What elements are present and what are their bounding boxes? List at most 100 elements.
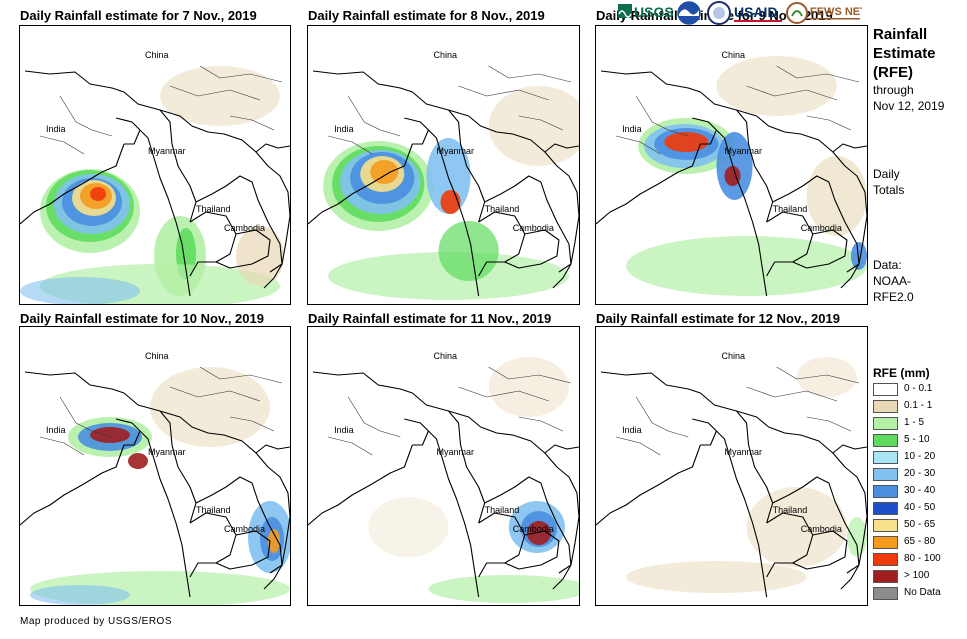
rain-patch bbox=[488, 86, 579, 166]
province-boundary bbox=[776, 65, 860, 83]
province-boundary bbox=[746, 85, 837, 101]
province-boundary bbox=[199, 366, 283, 384]
legend-label: 30 - 40 bbox=[904, 485, 936, 496]
usaid-logo-text: USAID bbox=[734, 4, 778, 20]
legend-swatch bbox=[873, 383, 898, 396]
country-boundary bbox=[504, 229, 560, 269]
map-label-china: China bbox=[721, 50, 745, 60]
country-boundary bbox=[600, 70, 867, 153]
rfe-title: Rainfall Estimate (RFE) through Nov 12, … bbox=[873, 25, 944, 114]
country-boundary bbox=[24, 70, 290, 153]
province-boundary bbox=[488, 65, 572, 83]
legend-label: 65 - 80 bbox=[904, 536, 936, 547]
coastline bbox=[308, 444, 413, 526]
coastline bbox=[20, 143, 125, 225]
rain-patch bbox=[426, 138, 471, 214]
map-label-thailand: Thailand bbox=[196, 204, 231, 214]
legend-swatch bbox=[873, 587, 898, 600]
province-boundary bbox=[635, 396, 689, 438]
map-label-thailand: Thailand bbox=[196, 505, 231, 515]
rainfall-map-10: China India Myanmar Thailand Cambodia bbox=[19, 326, 291, 606]
country-boundary bbox=[195, 476, 283, 574]
province-boundary bbox=[518, 416, 564, 432]
rain-patch bbox=[664, 132, 709, 152]
legend-label: No Data bbox=[904, 587, 941, 598]
country-boundary bbox=[772, 476, 860, 574]
coastline bbox=[139, 430, 191, 598]
rain-patch bbox=[716, 132, 753, 200]
coastline bbox=[255, 151, 290, 289]
province-boundary bbox=[635, 95, 689, 137]
rain-patch bbox=[90, 187, 106, 201]
map-label-china: China bbox=[145, 50, 169, 60]
country-boundary bbox=[159, 109, 197, 223]
rainfall-map-7: China India Myanmar Thailand Cambodia bbox=[19, 25, 291, 305]
rain-patch bbox=[806, 156, 867, 236]
province-boundary bbox=[458, 85, 549, 101]
rain-patch bbox=[488, 357, 569, 417]
country-boundary bbox=[478, 512, 526, 578]
rain-patch bbox=[724, 166, 741, 186]
country-boundary bbox=[189, 512, 237, 578]
rain-patch bbox=[370, 160, 399, 184]
map-label-india: India bbox=[334, 124, 354, 134]
coastline bbox=[139, 129, 191, 297]
country-boundary bbox=[312, 371, 579, 454]
title-line-3: (RFE) bbox=[873, 64, 913, 81]
rainfall-map-8: China India Myanmar Thailand Cambodia bbox=[307, 25, 580, 305]
coastline bbox=[255, 452, 290, 590]
legend-label: 40 - 50 bbox=[904, 502, 936, 513]
noaa-logo bbox=[677, 1, 701, 25]
rain-patch bbox=[30, 585, 130, 605]
rain-patch bbox=[428, 575, 579, 603]
legend-swatch bbox=[873, 451, 898, 464]
map-label-cambodia: Cambodia bbox=[801, 223, 842, 233]
totals-line-2: Totals bbox=[873, 183, 905, 197]
coastline bbox=[716, 129, 768, 297]
country-boundary bbox=[484, 476, 572, 574]
country-boundary bbox=[312, 70, 579, 153]
province-boundary bbox=[347, 95, 401, 137]
map-label-china: China bbox=[721, 351, 745, 361]
usgs-logo-text: USGS bbox=[634, 4, 673, 20]
map-label-india: India bbox=[622, 425, 642, 435]
rain-patch bbox=[850, 242, 867, 270]
map-label-thailand: Thailand bbox=[773, 204, 808, 214]
coastline bbox=[308, 143, 413, 225]
coastline bbox=[716, 430, 768, 598]
usaid-logo: USAID bbox=[734, 4, 782, 22]
country-boundary bbox=[792, 229, 848, 269]
rain-patch bbox=[150, 367, 270, 447]
data-line-3: RFE2.0 bbox=[873, 290, 914, 304]
province-boundary bbox=[616, 135, 661, 155]
coastline bbox=[20, 444, 125, 526]
province-boundary bbox=[229, 416, 275, 432]
panel-title-11: Daily Rainfall estimate for 11 Nov., 201… bbox=[308, 311, 552, 326]
coastline bbox=[596, 143, 701, 225]
province-boundary bbox=[59, 95, 113, 137]
province-boundary bbox=[328, 436, 373, 456]
rain-patch bbox=[160, 66, 280, 126]
map-label-china: China bbox=[145, 351, 169, 361]
fewsnet-logo-text: FEWS NET bbox=[810, 6, 862, 18]
through-date: Nov 12, 2019 bbox=[873, 99, 945, 113]
coastline bbox=[544, 151, 579, 289]
daily-totals-note: Daily Totals bbox=[873, 166, 904, 198]
coastline bbox=[544, 452, 579, 590]
legend-label: 1 - 5 bbox=[904, 417, 925, 428]
legend-swatch bbox=[873, 400, 898, 413]
map-label-india: India bbox=[46, 124, 66, 134]
legend-swatch bbox=[873, 485, 898, 498]
province-boundary bbox=[199, 65, 283, 83]
map-label-myanmar: Myanmar bbox=[724, 146, 762, 156]
map-label-cambodia: Cambodia bbox=[801, 524, 842, 534]
country-boundary bbox=[189, 211, 237, 277]
credit-text: Map produced by USGS/EROS bbox=[20, 616, 173, 627]
province-boundary bbox=[458, 386, 549, 402]
legend-label: > 100 bbox=[904, 570, 930, 581]
panel-title-10: Daily Rainfall estimate for 10 Nov., 201… bbox=[20, 311, 264, 326]
coastline bbox=[428, 129, 480, 297]
map-label-thailand: Thailand bbox=[485, 505, 520, 515]
rain-patch bbox=[368, 497, 449, 557]
province-boundary bbox=[59, 396, 113, 438]
